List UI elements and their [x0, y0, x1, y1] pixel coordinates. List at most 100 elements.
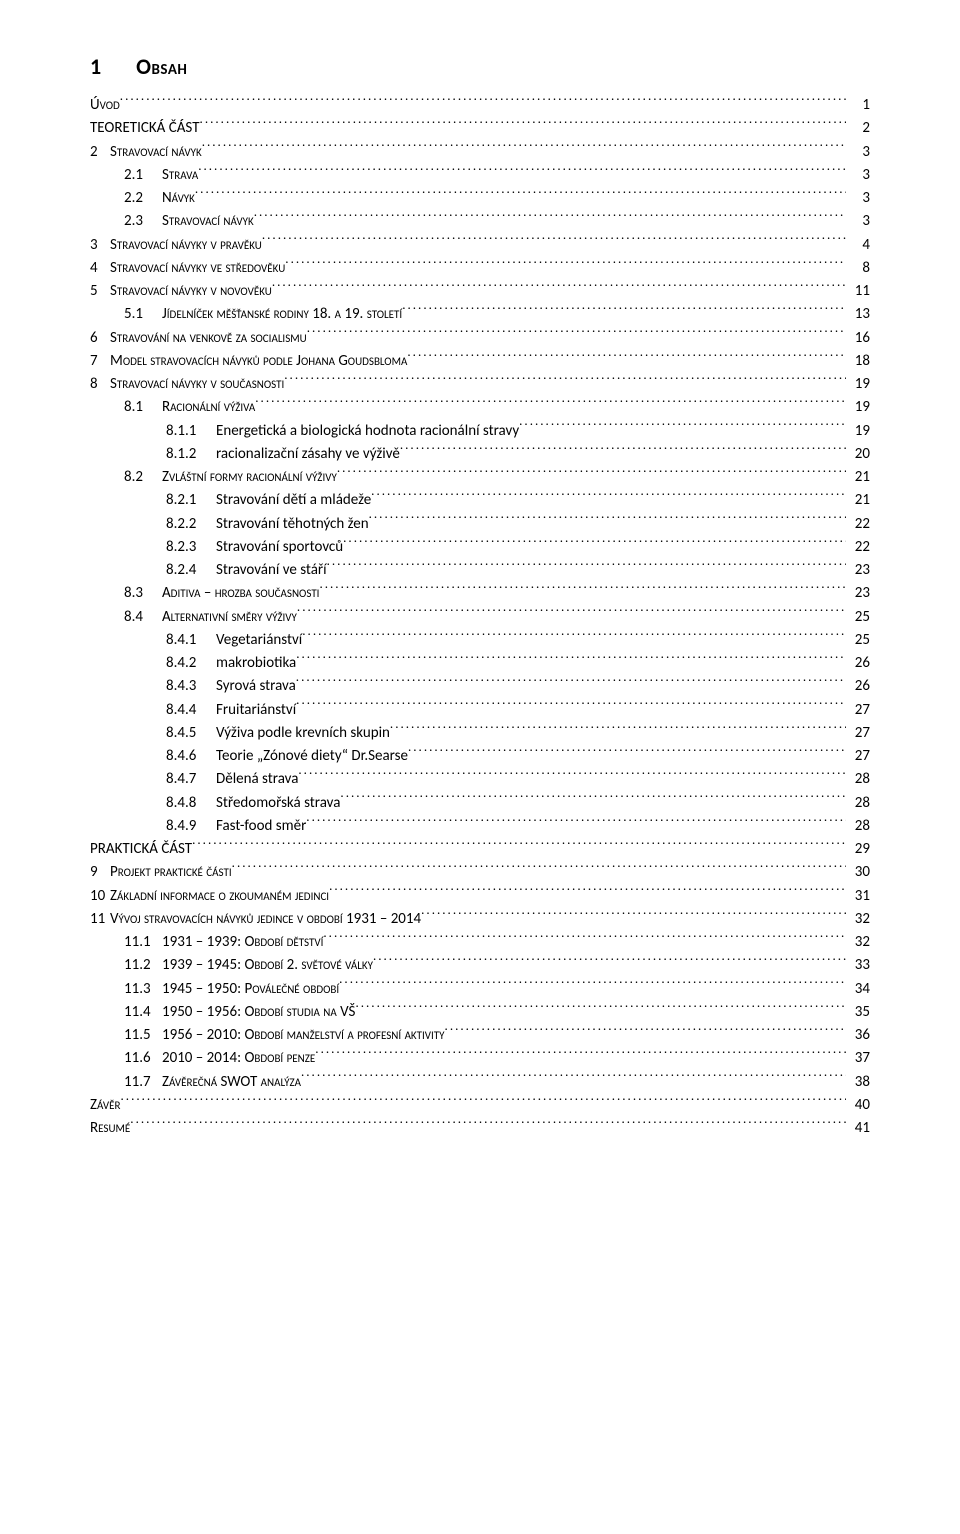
- toc-entry: 11.62010 – 2014: Období penze37: [90, 1047, 870, 1070]
- toc-label: 8.4.3Syrová strava: [166, 675, 296, 698]
- toc-number: 8.2.3: [166, 536, 216, 559]
- toc-label: 8.2.2Stravování těhotných žen: [166, 513, 369, 536]
- toc-page-number: 19: [846, 420, 870, 443]
- toc-leader: [315, 1047, 846, 1062]
- toc-title: Fruitariánství: [216, 701, 296, 719]
- toc-title: Stravování ve stáří: [216, 561, 327, 579]
- toc-title: Teorie „Zónové diety“ Dr.Searse: [216, 747, 408, 765]
- toc-leader: [407, 350, 846, 365]
- toc-leader: [400, 443, 846, 458]
- toc-number: 8.2: [124, 466, 162, 489]
- toc-entry: 8.4.5Výživa podle krevních skupin27: [90, 722, 870, 745]
- toc-number: 4: [90, 257, 110, 280]
- toc-title: Středomořská strava: [216, 794, 340, 812]
- toc-title: 2010 – 2014: Období penze: [162, 1049, 315, 1067]
- toc-label: 8.3Aditiva – hrozba současnosti: [124, 582, 319, 605]
- toc-number: 2.2: [124, 187, 162, 210]
- toc-number: 11.5: [124, 1024, 162, 1047]
- toc-label: 2.1Strava: [124, 164, 198, 187]
- toc-title: Stravovací návyk: [110, 143, 202, 161]
- toc-title: Strava: [162, 166, 198, 184]
- toc-label: 8.4.6Teorie „Zónové diety“ Dr.Searse: [166, 745, 408, 768]
- toc-number: 11.7: [124, 1071, 162, 1094]
- toc-label: 8.4.7Dělená strava: [166, 768, 298, 791]
- toc-page-number: 19: [846, 396, 870, 419]
- toc-entry: 11.41950 – 1956: Období studia na VŠ35: [90, 1001, 870, 1024]
- toc-entry: Úvod 1: [90, 94, 870, 117]
- toc-label: 2.2Návyk: [124, 187, 195, 210]
- toc-leader: [301, 1071, 846, 1086]
- toc-page-number: 21: [846, 489, 870, 512]
- toc-label: 8.4.4Fruitariánství: [166, 699, 296, 722]
- toc-number: 8.4.2: [166, 652, 216, 675]
- toc-leader: [285, 257, 846, 272]
- toc-label: 11.31945 – 1950: Poválečné období: [124, 978, 339, 1001]
- toc-number: 8.3: [124, 582, 162, 605]
- toc-page-number: 16: [846, 327, 870, 350]
- toc-entry: 8.4.1Vegetariánství25: [90, 629, 870, 652]
- toc-page-number: 28: [846, 768, 870, 791]
- toc-label: 11Vývoj stravovacích návyků jedince v ob…: [90, 908, 421, 931]
- toc-entry: 11.21939 – 1945: Období 2. světové války…: [90, 954, 870, 977]
- toc-label: 9Projekt praktické části: [90, 861, 232, 884]
- toc-title: 1950 – 1956: Období studia na VŠ: [162, 1003, 355, 1021]
- toc-title: Základní informace o zkoumaném jedinci: [110, 887, 329, 905]
- toc-number: 11.3: [124, 978, 162, 1001]
- toc-number: 10: [90, 885, 110, 908]
- toc-title: Zvláštní formy racionální výživy: [162, 468, 337, 486]
- toc-page-number: 35: [846, 1001, 870, 1024]
- toc-page-number: 1: [846, 94, 870, 117]
- toc-label: 8Stravovací návyky v současnosti: [90, 373, 284, 396]
- toc-entry: 8.1Racionální výživa 19: [90, 396, 870, 419]
- toc-label: 8.1.1Energetická a biologická hodnota ra…: [166, 420, 519, 443]
- toc-title: Projekt praktické části: [110, 863, 232, 881]
- toc-number: 8.4.1: [166, 629, 216, 652]
- toc-leader: [296, 699, 846, 714]
- toc-leader: [192, 838, 846, 853]
- toc-number: 2: [90, 141, 110, 164]
- toc-leader: [329, 885, 846, 900]
- toc-page-number: 23: [846, 559, 870, 582]
- toc-leader: [307, 327, 846, 342]
- toc-label: 8.4Alternativní směry výživy: [124, 606, 297, 629]
- toc-title: Závěr: [90, 1096, 121, 1114]
- toc-entry: 8.4.9Fast-food směr28: [90, 815, 870, 838]
- toc-number: 8.1.1: [166, 420, 216, 443]
- toc-entry: 3Stravovací návyky v pravěku4: [90, 234, 870, 257]
- toc-number: 2.1: [124, 164, 162, 187]
- toc-leader: [202, 141, 846, 156]
- toc-entry: 8.4.6Teorie „Zónové diety“ Dr.Searse27: [90, 745, 870, 768]
- toc-entry: 8.4Alternativní směry výživy25: [90, 606, 870, 629]
- toc-label: 11.21939 – 1945: Období 2. světové války: [124, 954, 373, 977]
- toc-leader: [130, 1117, 846, 1132]
- toc-label: 8.1Racionální výživa: [124, 396, 255, 419]
- toc-page-number: 22: [846, 513, 870, 536]
- toc-leader: [323, 931, 846, 946]
- toc-leader: [519, 420, 846, 435]
- toc-title: Syrová strava: [216, 677, 296, 695]
- toc-leader: [339, 978, 846, 993]
- toc-page-number: 26: [846, 675, 870, 698]
- toc-label: 6Stravování na venkově za socialismu: [90, 327, 307, 350]
- toc-label: 8.2.1Stravování dětí a mládeže: [166, 489, 371, 512]
- toc-title: Model stravovacích návyků podle Johana G…: [110, 352, 407, 370]
- toc-number: 8: [90, 373, 110, 396]
- toc-entry: 2.2Návyk3: [90, 187, 870, 210]
- toc-leader: [198, 164, 846, 179]
- toc-page-number: 34: [846, 978, 870, 1001]
- toc-label: 10Základní informace o zkoumaném jedinci: [90, 885, 329, 908]
- toc-number: 8.4.8: [166, 792, 216, 815]
- toc-title: 1939 – 1945: Období 2. světové války: [162, 956, 373, 974]
- toc-entry: 11.7Závěrečná SWOT analýza38: [90, 1071, 870, 1094]
- toc-label: 8.4.9Fast-food směr: [166, 815, 306, 838]
- toc-leader: [369, 513, 846, 528]
- toc-label: Úvod: [90, 94, 120, 117]
- toc-page-number: 8: [846, 257, 870, 280]
- toc-label: 8.1.2racionalizační zásahy ve výživě: [166, 443, 400, 466]
- toc-leader: [371, 489, 846, 504]
- toc-page-number: 22: [846, 536, 870, 559]
- toc-entry: 2Stravovací návyk3: [90, 141, 870, 164]
- toc-page-number: 3: [846, 164, 870, 187]
- toc-leader: [297, 606, 846, 621]
- toc-number: 8.4.9: [166, 815, 216, 838]
